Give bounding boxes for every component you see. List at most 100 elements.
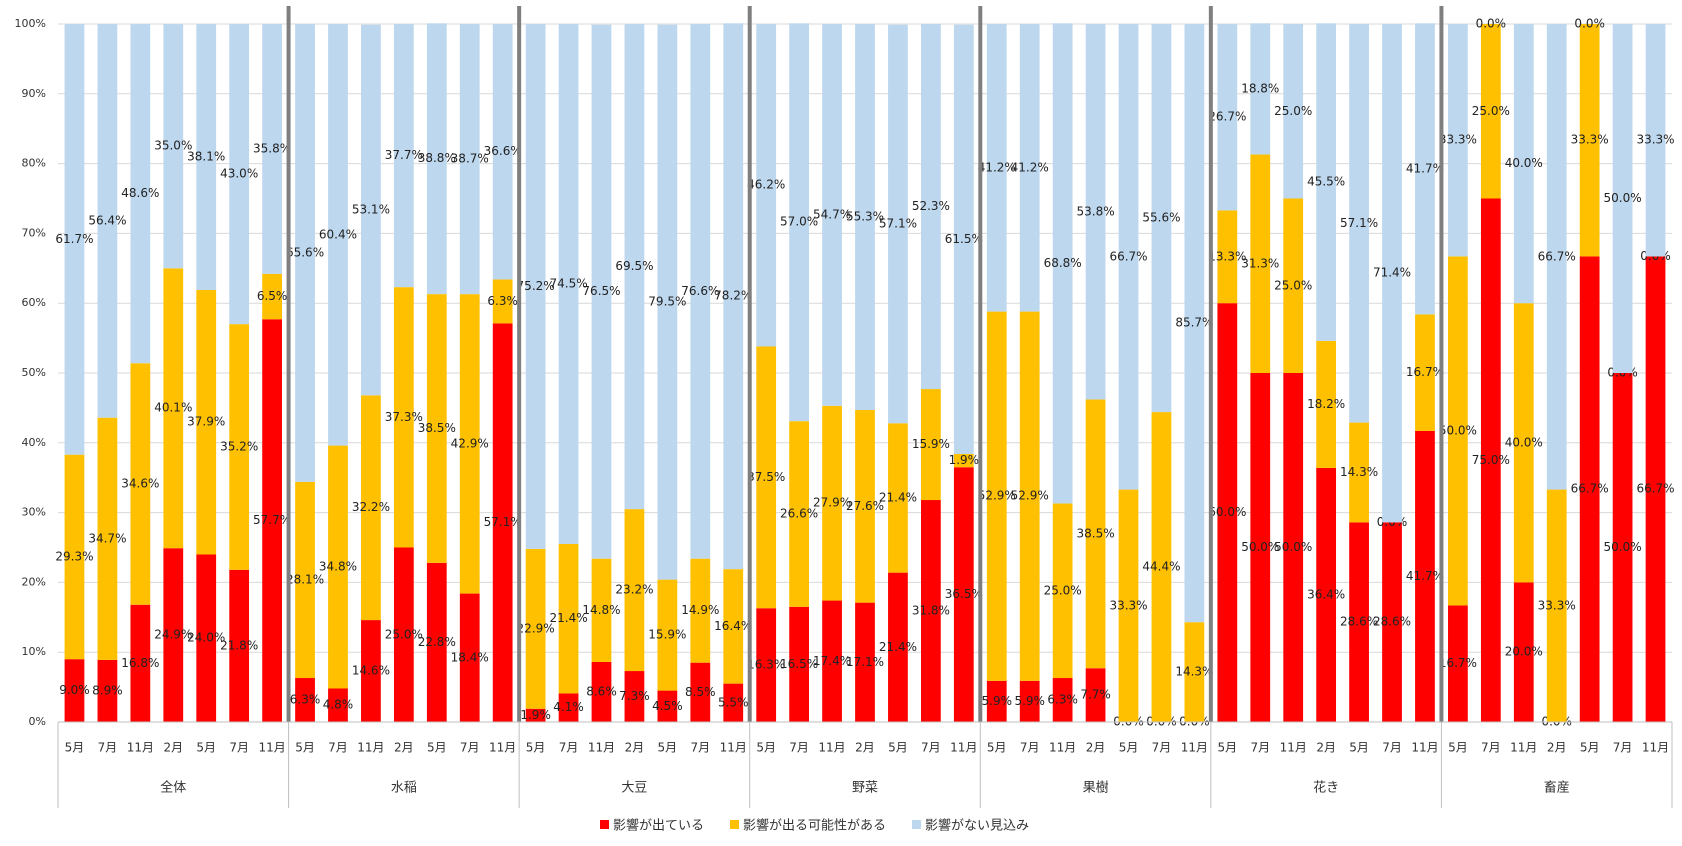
group-label: 全体 bbox=[160, 780, 186, 796]
data-label: 8.9% bbox=[92, 683, 123, 697]
bar-segment bbox=[393, 287, 414, 548]
bar-segment bbox=[1085, 24, 1106, 400]
y-tick-label: 40% bbox=[22, 436, 46, 449]
bar-segment bbox=[986, 24, 1007, 312]
x-tick-label: 5月 bbox=[196, 741, 216, 755]
data-label: 28.1% bbox=[286, 572, 324, 586]
data-label: 33.3% bbox=[1636, 133, 1674, 147]
legend-swatch bbox=[730, 820, 740, 829]
y-tick-label: 90% bbox=[22, 87, 46, 100]
bar-segment bbox=[591, 24, 612, 559]
bar-segment bbox=[1579, 256, 1600, 722]
bar-segment bbox=[262, 319, 282, 722]
bar-segment bbox=[1052, 678, 1073, 722]
data-label: 76.6% bbox=[681, 284, 719, 298]
bar-segment bbox=[1184, 24, 1205, 623]
bar-segment bbox=[492, 279, 513, 324]
bar-segment bbox=[196, 289, 217, 555]
data-label: 40.0% bbox=[1505, 156, 1543, 170]
bar-segment bbox=[1085, 399, 1106, 669]
bar-segment bbox=[525, 708, 546, 722]
data-label: 35.2% bbox=[220, 439, 258, 453]
data-label: 22.8% bbox=[418, 635, 456, 649]
bar-segment bbox=[591, 558, 612, 662]
group-label: 畜産 bbox=[1544, 780, 1570, 796]
bar-segment bbox=[1283, 373, 1304, 722]
x-tick-label: 5月 bbox=[295, 741, 315, 755]
data-label: 14.6% bbox=[352, 664, 390, 678]
data-label: 9.0% bbox=[59, 683, 90, 697]
data-label: 55.3% bbox=[846, 209, 884, 223]
data-label: 53.8% bbox=[1077, 204, 1115, 218]
bar-segment bbox=[822, 405, 842, 601]
bar-segment bbox=[1612, 373, 1633, 722]
data-label: 45.5% bbox=[1307, 175, 1345, 189]
data-label: 16.7% bbox=[1439, 656, 1477, 670]
bar-segment bbox=[756, 346, 777, 609]
bar-segment bbox=[888, 24, 908, 424]
x-tick-label: 7月 bbox=[1020, 741, 1040, 755]
data-label: 14.8% bbox=[582, 603, 620, 617]
bar-segment bbox=[1019, 680, 1040, 722]
bar-segment bbox=[591, 661, 612, 722]
bar-segment bbox=[97, 417, 118, 660]
bar-segment bbox=[525, 24, 546, 549]
legend-label: 影響がない見込み bbox=[925, 818, 1029, 834]
y-tick-label: 10% bbox=[22, 645, 46, 658]
data-label: 69.5% bbox=[615, 259, 653, 273]
data-label: 14.3% bbox=[1340, 465, 1378, 479]
bar-segment bbox=[558, 24, 579, 545]
bar-segment bbox=[1415, 430, 1435, 722]
bar-segment bbox=[295, 481, 315, 679]
bar-segment bbox=[229, 324, 250, 570]
data-label: 16.8% bbox=[121, 656, 159, 670]
data-label: 66.7% bbox=[1109, 249, 1147, 263]
x-tick-label: 7月 bbox=[921, 741, 941, 755]
bar-segment bbox=[1513, 303, 1534, 583]
data-label: 41.2% bbox=[1011, 160, 1049, 174]
bar-segment bbox=[1448, 256, 1468, 606]
data-label: 16.4% bbox=[714, 619, 752, 633]
data-label: 5.9% bbox=[1014, 694, 1045, 708]
bar-segment bbox=[986, 311, 1007, 681]
x-tick-label: 7月 bbox=[98, 741, 118, 755]
data-label: 57.7% bbox=[253, 513, 291, 527]
data-label: 36.5% bbox=[945, 587, 983, 601]
group-label: 花き bbox=[1313, 780, 1339, 796]
bar-segment bbox=[1316, 23, 1337, 341]
data-label: 14.9% bbox=[681, 603, 719, 617]
data-label: 35.8% bbox=[253, 141, 291, 155]
bar-segment bbox=[64, 454, 85, 660]
data-label: 7.3% bbox=[619, 689, 650, 703]
data-label: 50.0% bbox=[1241, 540, 1279, 554]
data-label: 13.3% bbox=[1208, 249, 1246, 263]
bar-segment bbox=[130, 24, 151, 364]
bar-segment bbox=[328, 445, 348, 689]
data-label: 41.2% bbox=[978, 160, 1016, 174]
data-label: 23.2% bbox=[615, 583, 653, 597]
data-label: 60.4% bbox=[319, 227, 357, 241]
x-tick-label: 11月 bbox=[489, 741, 516, 755]
bar-segment bbox=[1217, 210, 1238, 304]
x-tick-label: 7月 bbox=[1382, 741, 1402, 755]
bar-segment bbox=[953, 24, 974, 454]
bar-segment bbox=[756, 24, 777, 347]
bar-segment bbox=[393, 24, 414, 288]
legend-swatch bbox=[600, 820, 609, 829]
x-tick-label: 5月 bbox=[526, 741, 546, 755]
y-tick-label: 20% bbox=[22, 575, 46, 588]
data-label: 24.9% bbox=[154, 628, 192, 642]
data-label: 38.5% bbox=[418, 421, 456, 435]
x-tick-label: 2月 bbox=[625, 741, 645, 755]
bar-segment bbox=[1184, 622, 1205, 722]
data-label: 65.6% bbox=[286, 245, 324, 259]
data-label: 57.0% bbox=[780, 215, 818, 229]
bar-segment bbox=[64, 659, 85, 722]
data-label: 61.5% bbox=[945, 232, 983, 246]
data-label: 6.3% bbox=[1047, 693, 1078, 707]
bar-segment bbox=[1382, 522, 1402, 722]
data-label: 0.0% bbox=[1574, 17, 1605, 31]
data-label: 25.0% bbox=[1472, 104, 1510, 118]
bar-segment bbox=[393, 547, 414, 722]
bar-segment bbox=[1118, 489, 1139, 722]
